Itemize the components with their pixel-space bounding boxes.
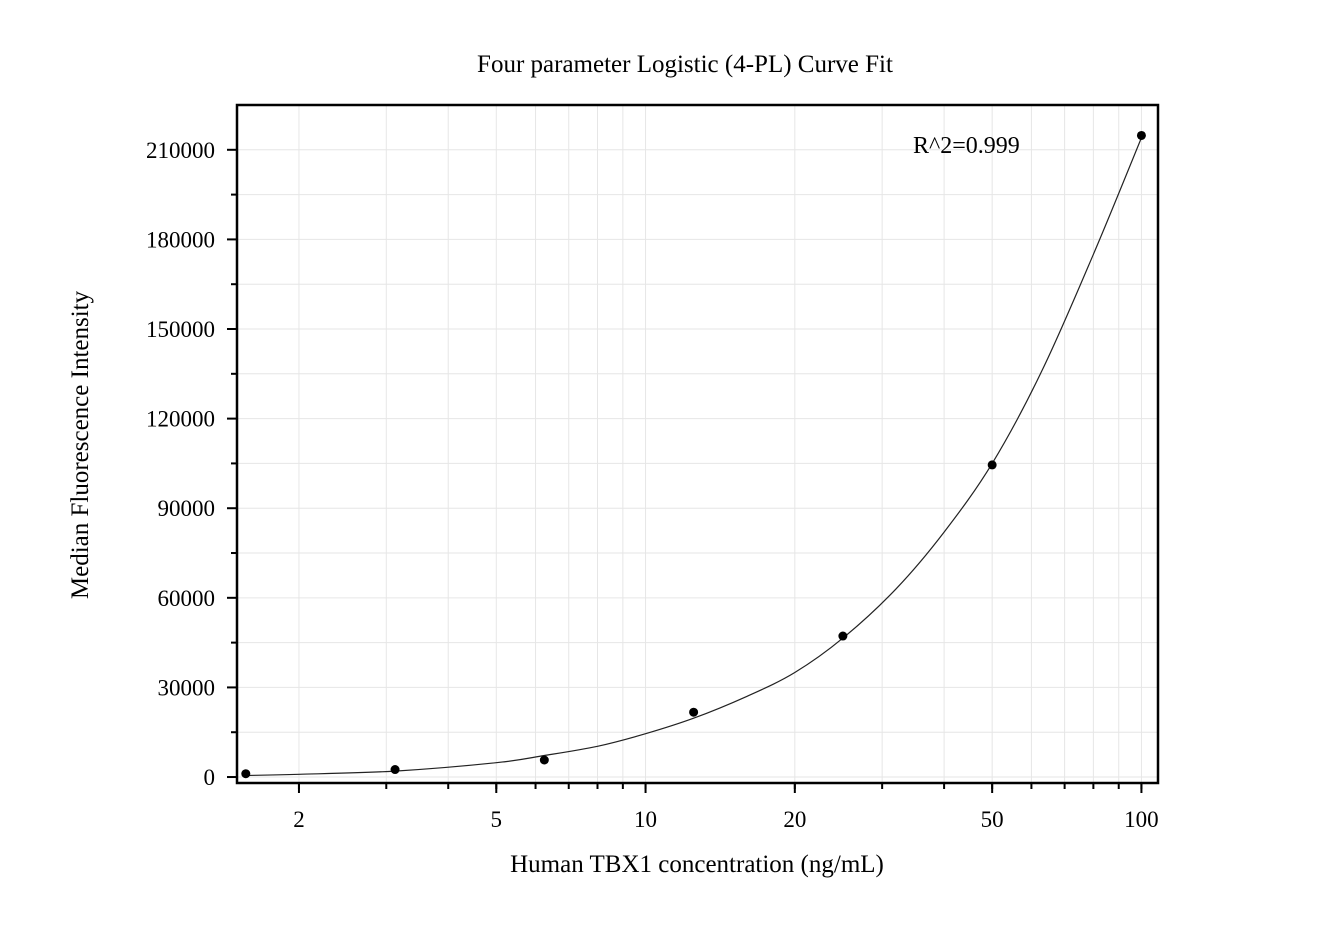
y-tick-label: 90000	[158, 496, 216, 521]
data-point	[241, 769, 251, 779]
data-points	[241, 130, 1146, 779]
data-point	[689, 707, 699, 717]
chart-title: Four parameter Logistic (4-PL) Curve Fit	[477, 51, 893, 78]
fit-curve	[245, 137, 1142, 777]
data-point	[539, 755, 549, 765]
y-tick-label: 0	[204, 765, 216, 790]
y-tick-label: 180000	[146, 227, 215, 252]
x-tick-label: 100	[1124, 807, 1159, 832]
y-tick-label: 150000	[146, 317, 215, 342]
x-tick-label: 20	[783, 807, 806, 832]
y-tick-label: 30000	[158, 675, 216, 700]
x-tick-label: 50	[981, 807, 1004, 832]
grid	[237, 105, 1158, 783]
r-squared-annotation: R^2=0.999	[913, 133, 1020, 159]
x-axis-label: Human TBX1 concentration (ng/mL)	[510, 851, 884, 878]
axis-ticks	[227, 148, 1143, 793]
y-tick-label: 60000	[158, 586, 216, 611]
x-tick-label: 5	[491, 807, 503, 832]
y-axis-label: Median Fluorescence Intensity	[67, 290, 94, 599]
x-tick-label: 2	[293, 807, 305, 832]
tick-labels: 2 5 10 20 50 100 0 30000 60000 90000 120000 150000 1…	[146, 138, 1159, 832]
data-point	[987, 460, 997, 470]
data-point	[390, 765, 400, 775]
data-point	[1136, 130, 1146, 140]
y-tick-label: 210000	[146, 138, 215, 163]
y-tick-label: 120000	[146, 407, 215, 432]
x-tick-label: 10	[634, 807, 657, 832]
fit-curve-layer	[245, 137, 1142, 777]
data-point	[838, 631, 848, 641]
plot-frame	[235, 103, 1160, 785]
